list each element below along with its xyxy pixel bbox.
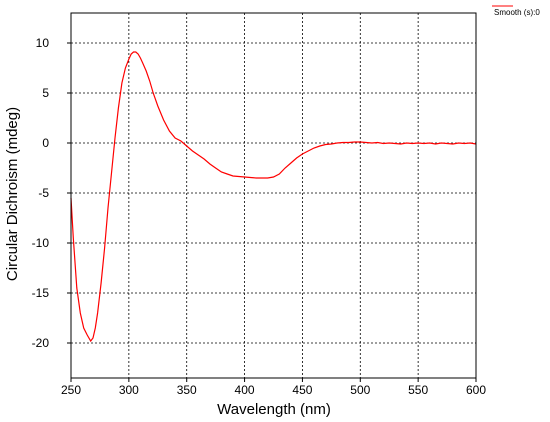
x-tick-label: 400 [235, 383, 255, 397]
plot-area [70, 12, 477, 379]
y-axis-title: Circular Dichroism (mdeg) [4, 107, 21, 281]
y-tick-label: 0 [42, 136, 49, 150]
x-tick-label: 250 [61, 383, 81, 397]
x-axis-title: Wavelength (nm) [217, 401, 331, 418]
axis-ticks: 250 300 350 400 450 500 550 600 10 5 0 -5 -10 -15 -20 [32, 36, 487, 397]
series-line [70, 51, 477, 343]
legend-label: Smooth (s):0 [494, 8, 540, 17]
legend: Smooth (s):0 [492, 5, 540, 17]
y-tick-label: 10 [36, 36, 50, 50]
y-tick-label: -5 [38, 186, 49, 200]
y-tick-label: 5 [42, 86, 49, 100]
x-tick-label: 350 [177, 383, 197, 397]
y-tick-label: -10 [32, 236, 50, 250]
x-tick-label: 300 [119, 383, 139, 397]
x-tick-label: 600 [466, 383, 486, 397]
grid-lines [71, 13, 476, 378]
x-tick-label: 450 [292, 383, 312, 397]
y-tick-label: -20 [32, 336, 50, 350]
x-tick-label: 550 [408, 383, 428, 397]
y-tick-label: -15 [32, 286, 50, 300]
x-tick-label: 500 [350, 383, 370, 397]
